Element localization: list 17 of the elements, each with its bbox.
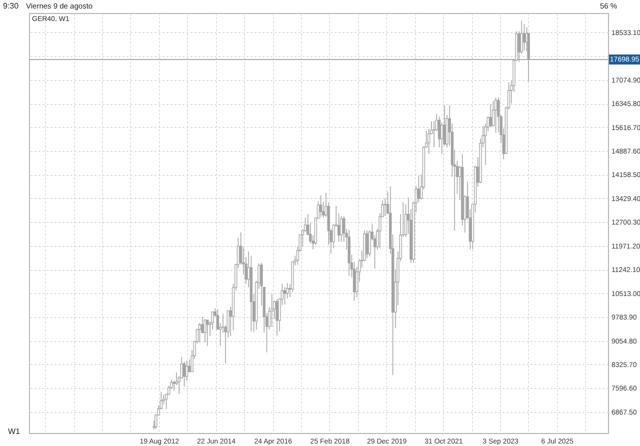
candlestick — [417, 175, 420, 203]
candlestick — [185, 360, 188, 382]
candlestick — [366, 230, 368, 258]
candlestick — [276, 298, 278, 336]
candlestick — [204, 318, 206, 343]
candlestick — [319, 194, 322, 218]
text: W1 — [8, 427, 21, 436]
candlestick — [283, 286, 286, 305]
text: 9:30 — [3, 2, 20, 10]
candlestick — [489, 104, 492, 128]
candlestick — [340, 216, 343, 242]
candlestick — [270, 294, 274, 328]
candlestick — [494, 97, 498, 134]
candlestick — [440, 122, 444, 154]
candlestick — [384, 198, 386, 216]
candlestick — [182, 361, 186, 387]
candlestick — [206, 319, 209, 346]
